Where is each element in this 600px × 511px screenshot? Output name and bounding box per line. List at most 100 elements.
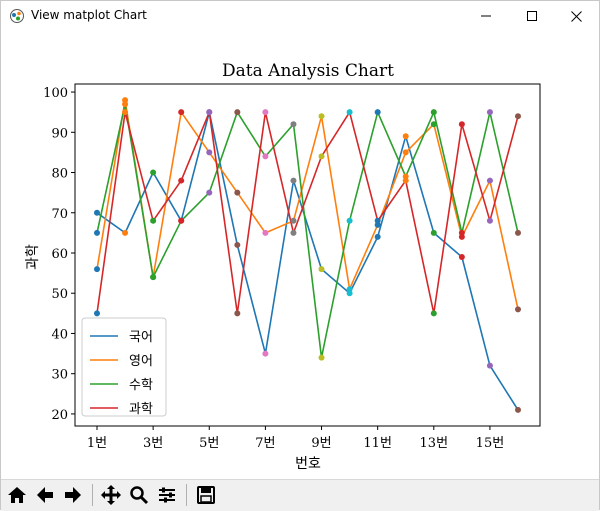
pan-button[interactable] [99, 483, 123, 507]
data-point [374, 233, 381, 240]
app-icon [10, 9, 24, 23]
minimize-icon [481, 15, 491, 17]
close-icon [570, 10, 582, 22]
back-button[interactable] [33, 483, 57, 507]
toolbar-separator [186, 484, 187, 506]
data-point [430, 121, 437, 128]
data-point [150, 217, 157, 224]
y-axis-label: 과학 [25, 244, 41, 270]
data-point [206, 189, 213, 196]
configure-subplots-icon [159, 487, 175, 503]
data-point [206, 149, 213, 156]
minimize-button[interactable] [463, 1, 509, 31]
data-point [290, 229, 297, 236]
data-point [374, 109, 381, 116]
data-point [430, 229, 437, 236]
line-chart[interactable]: Data Analysis Chart 2030405060708090100 … [1, 31, 599, 479]
data-point [290, 217, 297, 224]
data-point [515, 113, 521, 120]
toolbar-separator [92, 484, 93, 506]
data-point [262, 229, 269, 236]
data-point [346, 286, 353, 293]
y-tick-label: 80 [51, 167, 68, 182]
configure-subplots-button[interactable] [155, 483, 179, 507]
data-point [515, 229, 521, 236]
y-tick-label: 90 [51, 126, 68, 141]
data-point [94, 209, 100, 216]
legend-label: 국어 [129, 330, 153, 345]
zoom-button[interactable] [127, 483, 151, 507]
data-point [122, 101, 129, 108]
maximize-button[interactable] [509, 1, 555, 31]
legend-label: 영어 [129, 354, 153, 369]
maximize-icon [527, 11, 537, 21]
x-tick-label: 9번 [311, 436, 331, 451]
data-point [458, 121, 465, 128]
home-button[interactable] [5, 483, 29, 507]
x-tick-label: 5번 [199, 436, 219, 451]
x-tick-label: 1번 [87, 436, 107, 451]
data-point [515, 406, 521, 413]
data-point [346, 109, 353, 116]
data-point [486, 217, 493, 224]
data-point [374, 217, 381, 224]
pan-icon [101, 485, 121, 505]
data-point [346, 217, 353, 224]
data-point [318, 113, 325, 120]
data-point [150, 169, 157, 176]
data-point [262, 109, 269, 116]
data-point [486, 177, 493, 184]
legend-box [81, 317, 167, 417]
y-tick-label: 100 [43, 86, 68, 101]
data-point [430, 109, 437, 116]
x-tick-label: 13번 [420, 436, 449, 451]
series-layer [94, 97, 521, 413]
chart-title: Data Analysis Chart [222, 61, 394, 81]
forward-button[interactable] [61, 483, 85, 507]
data-point [318, 266, 325, 273]
data-point [402, 177, 409, 184]
x-axis: 1번 3번 5번 7번 9번 11번 13번 15번 [87, 426, 504, 451]
x-tick-label: 7번 [255, 436, 275, 451]
y-tick-label: 40 [51, 327, 68, 342]
y-tick-label: 70 [51, 207, 68, 222]
legend-label: 과학 [129, 402, 153, 417]
data-point [458, 254, 465, 261]
data-point [206, 109, 213, 116]
save-button[interactable] [194, 483, 218, 507]
data-point [234, 310, 241, 317]
series-line-과학 [96, 111, 519, 315]
data-point [234, 189, 241, 196]
data-point [178, 177, 185, 184]
close-button[interactable] [553, 1, 599, 31]
data-point [430, 310, 437, 317]
back-arrow-icon [37, 487, 53, 503]
x-tick-label: 11번 [363, 436, 392, 451]
save-icon [197, 486, 215, 504]
y-tick-label: 60 [51, 247, 68, 262]
data-point [290, 177, 297, 184]
data-point [122, 109, 129, 116]
data-point [402, 133, 409, 140]
data-point [94, 229, 100, 236]
data-point [178, 217, 185, 224]
title-bar[interactable]: View matplot Chart [1, 1, 599, 31]
zoom-icon [130, 486, 149, 505]
x-tick-label: 3번 [143, 436, 163, 451]
data-point [486, 109, 493, 116]
x-axis-label: 번호 [295, 456, 321, 472]
y-axis: 20 30 40 50 60 70 80 90 100 [43, 86, 75, 423]
navigation-toolbar [1, 479, 599, 511]
data-point [178, 109, 185, 116]
data-point [290, 121, 297, 128]
data-point [94, 310, 100, 317]
data-point [234, 109, 241, 116]
series-line-수학 [96, 103, 519, 359]
data-point [94, 266, 100, 273]
data-point [515, 306, 521, 313]
data-point [458, 229, 465, 236]
legend-label: 수학 [129, 378, 153, 393]
figure-canvas[interactable]: Data Analysis Chart 20 30 40 50 60 70 80 90 100 … [1, 31, 599, 479]
